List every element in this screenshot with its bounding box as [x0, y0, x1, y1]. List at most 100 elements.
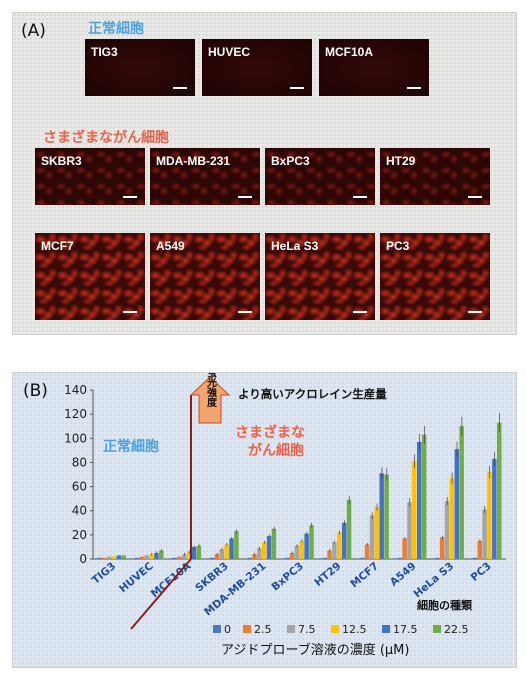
bar — [472, 557, 478, 559]
legend-swatch — [433, 625, 441, 633]
scale-bar — [353, 196, 367, 198]
scale-bar — [238, 196, 252, 198]
bar — [346, 499, 352, 559]
bar — [209, 557, 215, 559]
bar — [412, 461, 417, 559]
bar — [252, 554, 257, 559]
bar — [309, 525, 314, 559]
bar — [271, 528, 277, 559]
bar — [154, 552, 159, 559]
bar — [332, 542, 337, 559]
panel-b: (B) 0 20 40 60 80 100 120 140 TIG3 HUVEC MCF10A SK… — [12, 372, 517, 668]
bar — [364, 544, 370, 559]
bar — [229, 538, 234, 559]
bar — [149, 554, 154, 559]
legend-title: アジドプローブ溶液の濃度 (μM) — [221, 642, 409, 658]
bar — [421, 434, 427, 559]
y-tick-label: 20 — [72, 528, 87, 542]
bar — [159, 550, 164, 559]
cell-label: HT29 — [386, 154, 416, 168]
group-divider-diagonal — [130, 558, 192, 630]
bar — [487, 472, 492, 559]
arrow-label: 蛍光強度 — [205, 373, 218, 408]
panel-a-label: (A) — [21, 21, 46, 41]
legend-swatch — [287, 625, 295, 633]
bar — [186, 551, 192, 559]
bar — [397, 557, 402, 559]
legend-entry: 17.5 — [393, 623, 418, 636]
scale-bar — [290, 87, 304, 89]
scale-bar — [123, 311, 137, 313]
legend-swatch — [331, 625, 339, 633]
bar — [454, 449, 460, 559]
bar — [359, 557, 365, 559]
bar — [224, 544, 229, 559]
cell-label: SKBR3 — [41, 154, 82, 168]
bar — [257, 548, 262, 559]
legend-swatch — [213, 625, 221, 633]
bar — [407, 502, 412, 559]
bar — [284, 557, 290, 559]
bars — [97, 413, 502, 559]
bar — [496, 422, 502, 559]
legend-entry: 12.5 — [342, 623, 367, 636]
legend-entry: 0 — [224, 623, 231, 636]
bar — [172, 557, 177, 559]
micrograph-ht29: HT29 — [380, 148, 490, 205]
bar — [177, 556, 182, 559]
x-tick-label: MCF10A — [149, 560, 194, 601]
arrow-caption: より高いアクロレイン生産量 — [238, 387, 387, 401]
bar — [181, 554, 187, 559]
chart-cancer-label-line2: がん細胞 — [248, 442, 304, 459]
cell-label: MDA-MB-231 — [156, 154, 231, 168]
micrograph-mda-mb-231: MDA-MB-231 — [150, 148, 260, 205]
micrograph-pc3: PC3 — [380, 233, 490, 320]
bar — [266, 536, 272, 559]
x-tick-label: HT29 — [312, 560, 343, 589]
cell-label: MCF10A — [325, 45, 374, 59]
bar — [196, 545, 202, 559]
bar — [439, 537, 445, 559]
x-axis-title: 細胞の種類 — [417, 598, 473, 612]
y-tick-label: 0 — [79, 552, 87, 566]
panel-b-label: (B) — [23, 381, 48, 401]
bar — [261, 542, 267, 559]
cell-label: HeLa S3 — [271, 239, 319, 253]
bar — [139, 556, 145, 559]
x-tick-label: BxPC3 — [270, 560, 306, 593]
bar — [337, 532, 342, 559]
scale-bar — [123, 196, 137, 198]
bar — [444, 501, 450, 559]
normal-cells-title: 正常細胞 — [88, 21, 144, 37]
legend-entry: 2.5 — [254, 623, 272, 636]
bar — [492, 458, 497, 559]
legend-swatch — [382, 625, 390, 633]
bar — [97, 557, 102, 559]
y-tick-label: 80 — [72, 455, 87, 469]
legend-swatch — [243, 625, 251, 633]
cell-label: A549 — [156, 239, 185, 253]
cancer-cells-title: さまざまながん細胞 — [43, 130, 169, 146]
scale-bar — [407, 87, 421, 89]
legend-entry: 22.5 — [444, 623, 469, 636]
x-tick-label: PC3 — [469, 560, 494, 584]
bar — [214, 554, 220, 559]
bar — [289, 552, 295, 559]
bar — [121, 555, 127, 559]
y-tick-label: 120 — [64, 407, 87, 421]
bar — [322, 557, 327, 559]
bar — [379, 473, 384, 559]
micrograph-tig3: TIG3 — [85, 39, 195, 96]
bar — [341, 522, 347, 559]
cell-label: HUVEC — [208, 45, 251, 59]
bar — [374, 507, 380, 559]
chart-cancer-label-line1: さまざまな — [235, 424, 305, 441]
bar — [144, 555, 149, 559]
legend: 0 2.5 7.5 12.5 17.5 22.5 — [213, 623, 469, 636]
bar — [299, 540, 304, 559]
y-tick-label: 140 — [64, 383, 87, 397]
scale-bar — [353, 311, 367, 313]
bar — [417, 441, 422, 559]
y-tick-label: 100 — [64, 431, 87, 445]
scale-bar — [468, 311, 482, 313]
